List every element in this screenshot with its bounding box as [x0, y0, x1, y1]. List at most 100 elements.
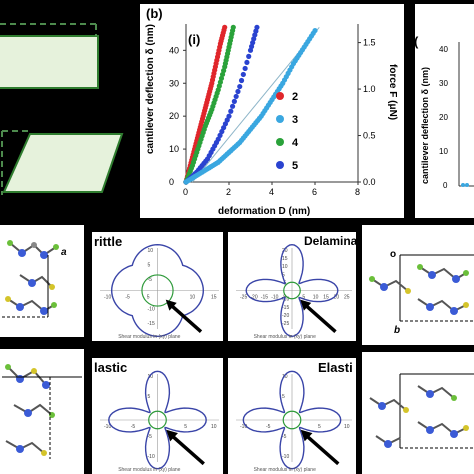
polar-y-tick: 10 [148, 374, 154, 380]
data-point-series-5 [237, 83, 243, 90]
polar-x-tick: -10 [240, 424, 247, 430]
modulus-curve [242, 370, 342, 470]
polar-panel-delaminating: 20 15 10 5 -5 -10 -15 -20 -25 -25 -20 -15 -10 -5 5 10 15… [228, 232, 356, 341]
modulus-curve [245, 243, 339, 338]
polar-x-tick: 15 [211, 295, 217, 301]
polar-x-tick: -25 [240, 295, 247, 301]
polar-x-tick: 5 [147, 295, 150, 301]
polar-y-tick: -10 [282, 454, 289, 460]
panel-c-tick: 30 [439, 79, 448, 88]
data-point-series-5 [233, 93, 239, 100]
data-point-series-5 [240, 71, 246, 78]
x-axis-label: deformation D (nm) [218, 206, 310, 217]
polar-panel-brittle: 10 5 -5 -10 -15 -10 -5 5 10 15 Shear modulus in (x… [92, 232, 223, 341]
left-axis-label: cantilever deflection δ (nm) [145, 24, 156, 154]
data-point-series-5 [246, 53, 252, 59]
polar-x-tick: 25 [344, 295, 350, 301]
modulus-curve [110, 243, 205, 338]
arrow-head [166, 429, 178, 442]
legend-label-2: 2 [292, 91, 298, 103]
crystal-structure-top-left: a [0, 225, 84, 337]
sub-tag: (i) [188, 32, 200, 47]
polar-y-tick: -5 [282, 434, 287, 440]
x-tick-label: 0 [183, 187, 188, 197]
panel-tag: (b) [146, 6, 163, 21]
legend-marker-5 [276, 161, 284, 169]
brittle-title: rittle [94, 234, 123, 249]
polar-y-tick: 5 [282, 394, 285, 400]
panel-c-tick: 40 [439, 45, 448, 54]
reference-circle [283, 281, 301, 300]
polar-x-tick: 10 [211, 424, 217, 430]
polar-x-tick: -10 [271, 295, 278, 301]
polar-y-tick: 10 [148, 248, 154, 254]
polar-y-tick: -10 [148, 306, 155, 312]
crystal-structure-bottom-right [362, 352, 474, 474]
y-tick-label: 10 [169, 144, 179, 154]
polar-caption: Shear modulus in (xy) plane [254, 467, 316, 473]
arrow-shaft [302, 302, 337, 334]
polar-y-tick: -10 [148, 454, 155, 460]
f-tick-label: 1.5 [363, 38, 376, 48]
polar-x-tick: 5 [184, 424, 187, 430]
polar-caption: Shear modulus in (xy) plane [254, 334, 316, 340]
polar-x-tick: -20 [250, 295, 257, 301]
legend-label-5: 5 [292, 160, 298, 172]
polar-y-tick: -20 [282, 313, 289, 319]
polar-y-tick: 10 [282, 264, 288, 270]
polar-caption: Shear modulus in (xy) plane [118, 334, 180, 340]
panel-c-tick: 10 [439, 147, 448, 156]
panel-c-partial: ( cantilever deflection δ (nm) 40 30 20 … [415, 4, 474, 218]
f-tick-label: 0.5 [363, 131, 376, 141]
polar-y-tick: -15 [282, 305, 289, 311]
panel-b: (b) (i) cantilever deflection δ (nm) for… [140, 4, 404, 218]
legend-marker-3 [276, 115, 284, 123]
polar-x-tick: 5 [318, 424, 321, 430]
y-tick-label: 0 [169, 177, 174, 187]
parallelogram-shape [2, 133, 124, 193]
legend-marker-2 [276, 92, 284, 100]
polar-y-tick: 5 [148, 394, 151, 400]
polar-x-tick: -10 [104, 424, 111, 430]
legend-label-4: 4 [292, 137, 299, 149]
polar-x-tick: -10 [104, 295, 111, 301]
polar-x-tick: 10 [313, 295, 319, 301]
crystal-structure-bottom-left [0, 349, 84, 474]
polar-x-tick: 10 [190, 295, 196, 301]
polar-y-tick: -15 [148, 321, 155, 327]
x-tick-label: 2 [226, 187, 231, 197]
y-tick-label: 20 [169, 111, 179, 121]
data-point-series-5 [235, 88, 241, 95]
polar-x-tick: 5 [302, 295, 305, 301]
rectangle-shape [0, 35, 99, 89]
force-deflection-chart: (b) (i) cantilever deflection δ (nm) for… [145, 6, 398, 217]
arrow-shaft [167, 302, 203, 334]
polar-x-tick: -5 [266, 424, 271, 430]
deformation-shapes [0, 23, 124, 195]
f-tick-label: 1.0 [363, 84, 376, 94]
f-tick-label: 0.0 [363, 177, 376, 187]
polar-x-tick: 15 [323, 295, 329, 301]
elastic-left-title: lastic [94, 360, 128, 375]
panel-c-point [461, 183, 465, 187]
data-point-series-5 [242, 65, 248, 72]
polar-x-tick: -5 [131, 424, 136, 430]
polar-y-tick: -10 [282, 297, 289, 303]
x-tick-label: 8 [355, 187, 360, 197]
panel-c-tick: 0 [443, 181, 448, 190]
polar-y-tick: -5 [148, 277, 153, 283]
arrow-head [300, 299, 312, 311]
arrow-shaft [168, 432, 205, 466]
panel-c-axis-label: cantilever deflection δ (nm) [420, 67, 430, 184]
polar-panel-elastic-right: 10 5 -5 -10 -10 -5 5 10 Shear modulus in (xy) pl… [228, 358, 356, 474]
x-tick-label: 4 [269, 187, 274, 197]
polar-x-tick: 10 [344, 424, 350, 430]
axis-o-label: o [390, 249, 396, 260]
polar-panel-elastic-left: 10 5 -5 -10 -10 -5 5 10 Shear modulus in (xy) pl… [92, 358, 223, 474]
arrow-head [300, 429, 313, 442]
reference-circle [141, 274, 174, 307]
polar-y-tick: 15 [282, 256, 288, 262]
data-point-series-5 [229, 103, 236, 109]
arrow-head [165, 299, 177, 311]
data-point-series-5 [254, 24, 260, 30]
